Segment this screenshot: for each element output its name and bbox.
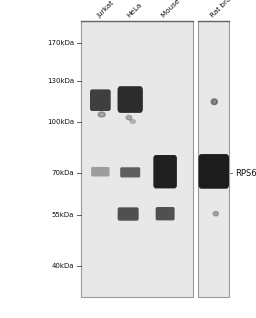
Ellipse shape xyxy=(130,120,135,123)
Text: 170kDa: 170kDa xyxy=(47,40,74,46)
Text: RPS6KA5: RPS6KA5 xyxy=(230,169,256,178)
Text: HeLa: HeLa xyxy=(126,2,143,19)
FancyBboxPatch shape xyxy=(153,155,177,188)
Bar xyxy=(81,21,193,297)
Text: 100kDa: 100kDa xyxy=(47,120,74,125)
Ellipse shape xyxy=(211,99,217,105)
FancyBboxPatch shape xyxy=(120,167,140,177)
FancyBboxPatch shape xyxy=(118,207,139,221)
Text: Jurkat: Jurkat xyxy=(96,0,115,19)
FancyBboxPatch shape xyxy=(199,154,229,189)
FancyBboxPatch shape xyxy=(91,167,110,176)
FancyBboxPatch shape xyxy=(118,86,143,113)
Text: 130kDa: 130kDa xyxy=(47,78,74,84)
Bar xyxy=(198,21,229,297)
Ellipse shape xyxy=(213,211,218,216)
Text: Mouse brain: Mouse brain xyxy=(161,0,196,19)
Text: 40kDa: 40kDa xyxy=(52,263,74,268)
FancyBboxPatch shape xyxy=(156,207,175,220)
Ellipse shape xyxy=(126,115,132,120)
Text: Rat brain: Rat brain xyxy=(209,0,237,19)
FancyBboxPatch shape xyxy=(90,89,111,111)
Text: 55kDa: 55kDa xyxy=(52,212,74,218)
Text: 70kDa: 70kDa xyxy=(52,170,74,176)
Ellipse shape xyxy=(98,112,105,117)
